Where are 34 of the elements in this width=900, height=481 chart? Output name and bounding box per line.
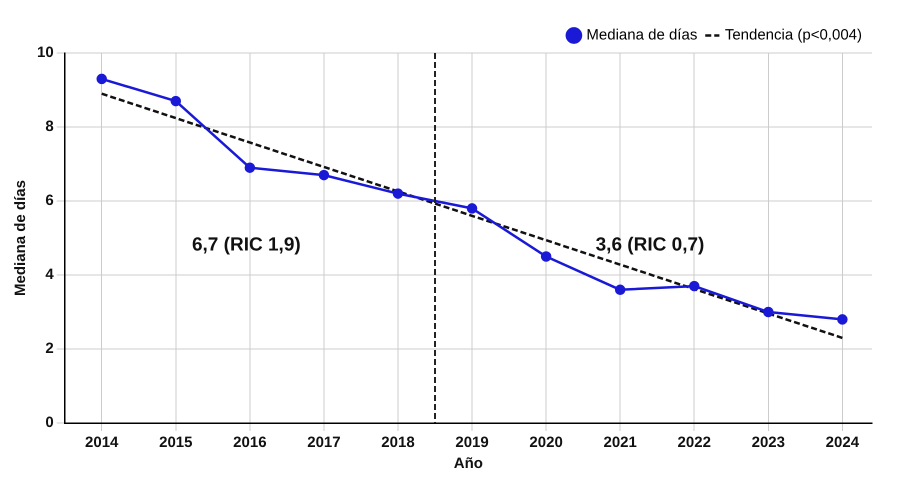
y-tick-label: 2 [45,340,54,358]
y-tick-label: 10 [36,44,54,62]
x-tick-label: 2024 [826,434,860,452]
x-tick-label: 2021 [603,434,637,452]
y-tick-label: 0 [45,414,54,432]
point [763,306,774,318]
legend-label: Tendencia (p<0,004) [724,26,862,44]
x-axis-title: Año [454,455,483,472]
annotation: 3,6 (RIC 0,7) [596,234,704,256]
x-tick-label: 2015 [159,434,192,452]
y-axis-title: Mediana de días [12,180,30,296]
x-tick-label: 2016 [233,434,267,452]
point [96,74,107,84]
x-tick-label: 2018 [381,434,415,452]
x-tick-label: 2023 [752,434,785,452]
x-tick-label: 2017 [307,434,341,452]
point [688,280,700,292]
y-tick-label: 6 [45,192,54,210]
point [392,188,404,199]
point [170,96,182,106]
point [318,170,330,180]
point [540,251,552,262]
legend-label: Mediana de días [586,26,698,44]
x-tick-label: 2022 [678,434,711,452]
y-tick-label: 8 [45,118,54,136]
x-tick-label: 2020 [529,434,563,452]
x-tick-label: 2019 [455,434,489,452]
point [614,284,626,296]
y-tick-label: 4 [45,266,54,284]
x-tick-label: 2014 [85,434,120,452]
point [837,314,848,325]
annotation: 6,7 (RIC 1,9) [192,234,301,256]
point [244,162,256,173]
point [466,203,478,214]
